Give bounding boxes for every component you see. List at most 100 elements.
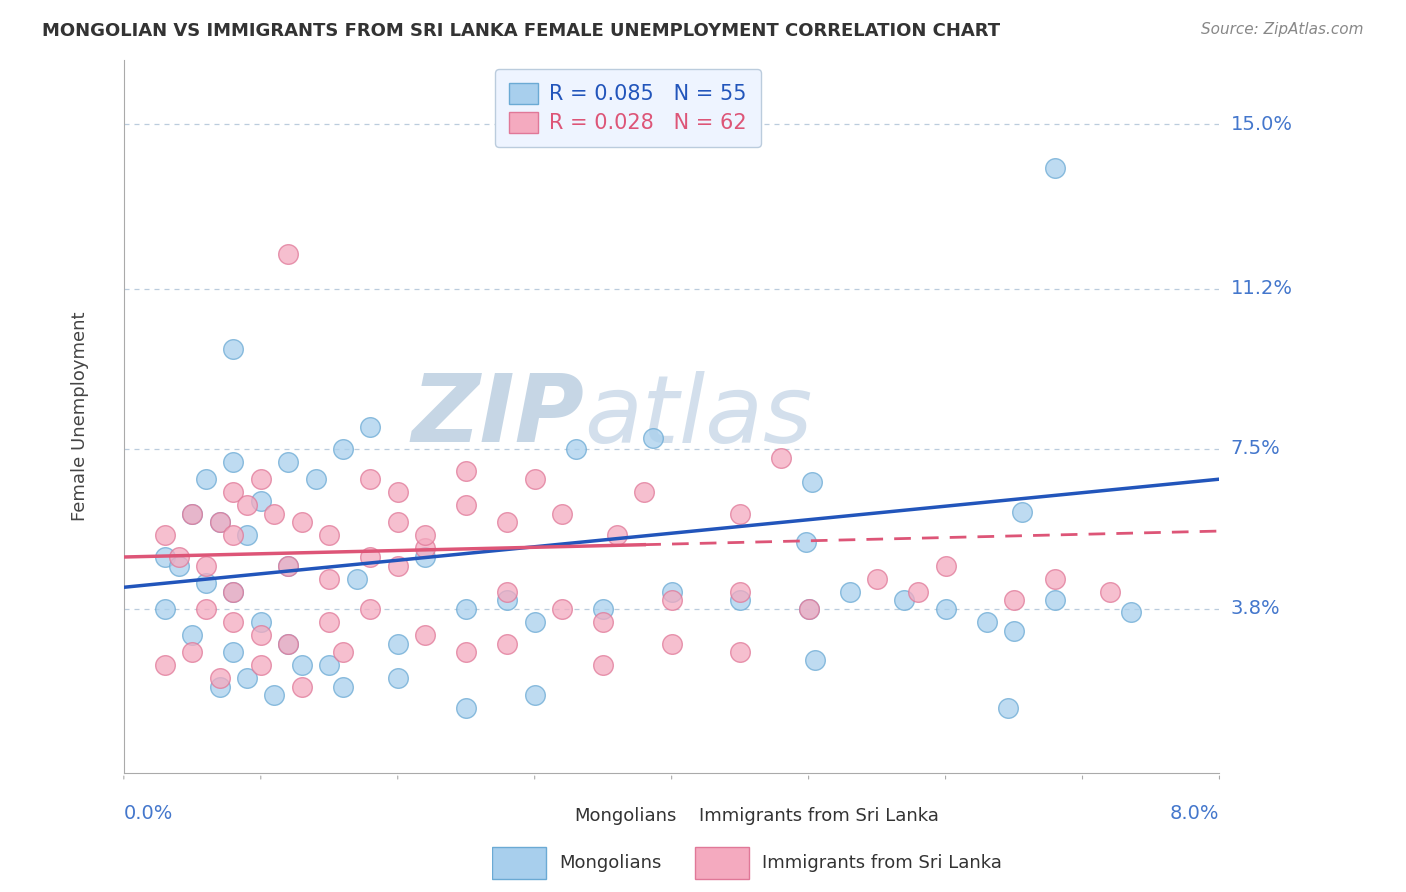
Point — [195, 558, 218, 573]
Point — [249, 658, 271, 673]
Point — [456, 498, 478, 512]
Point — [222, 343, 245, 357]
Point — [456, 463, 478, 477]
Point — [1043, 161, 1066, 175]
Point — [291, 680, 314, 694]
Point — [387, 485, 409, 500]
Point — [249, 628, 271, 642]
Text: Source: ZipAtlas.com: Source: ZipAtlas.com — [1201, 22, 1364, 37]
Point — [633, 485, 655, 500]
Point — [195, 602, 218, 616]
Point — [236, 498, 259, 512]
Legend: R = 0.085   N = 55, R = 0.028   N = 62: R = 0.085 N = 55, R = 0.028 N = 62 — [495, 70, 761, 146]
Point — [249, 493, 271, 508]
Point — [413, 528, 436, 542]
Point — [318, 658, 340, 673]
Point — [249, 472, 271, 486]
Text: 0.0%: 0.0% — [124, 804, 173, 822]
Point — [456, 701, 478, 715]
Point — [496, 584, 519, 599]
Point — [728, 507, 751, 521]
Point — [181, 645, 204, 659]
Point — [181, 507, 204, 521]
Point — [551, 602, 574, 616]
Point — [592, 602, 614, 616]
Point — [551, 507, 574, 521]
Point — [277, 636, 299, 650]
Text: Immigrants from Sri Lanka: Immigrants from Sri Lanka — [762, 854, 1002, 872]
Point — [1002, 624, 1025, 638]
Text: Female Unemployment: Female Unemployment — [70, 311, 89, 521]
Point — [222, 615, 245, 629]
Point — [359, 602, 381, 616]
Point — [277, 247, 299, 261]
Point — [606, 528, 628, 542]
Point — [359, 549, 381, 564]
Point — [208, 671, 231, 685]
Point — [907, 584, 929, 599]
Point — [387, 558, 409, 573]
Point — [222, 455, 245, 469]
Point — [797, 602, 820, 616]
Point — [236, 671, 259, 685]
Point — [277, 558, 299, 573]
Point — [728, 645, 751, 659]
Point — [332, 645, 354, 659]
Point — [456, 645, 478, 659]
Point — [277, 558, 299, 573]
Point — [346, 572, 368, 586]
Point — [893, 593, 915, 607]
Point — [1119, 605, 1142, 619]
Point — [661, 636, 683, 650]
Point — [387, 671, 409, 685]
Point — [153, 602, 176, 616]
Text: ZIP: ZIP — [411, 370, 583, 462]
Point — [222, 485, 245, 500]
Point — [1011, 505, 1033, 519]
Point — [728, 584, 751, 599]
Point — [318, 615, 340, 629]
Point — [249, 615, 271, 629]
Point — [866, 572, 889, 586]
Point — [1043, 593, 1066, 607]
Point — [496, 516, 519, 530]
Point — [592, 615, 614, 629]
Text: 15.0%: 15.0% — [1230, 115, 1292, 134]
Point — [456, 602, 478, 616]
Point — [332, 680, 354, 694]
Point — [523, 615, 546, 629]
Point — [208, 516, 231, 530]
Point — [976, 615, 998, 629]
Point — [801, 475, 824, 490]
Point — [523, 472, 546, 486]
Point — [277, 636, 299, 650]
Point — [838, 584, 860, 599]
Point — [291, 658, 314, 673]
Point — [496, 636, 519, 650]
Point — [1043, 572, 1066, 586]
Point — [222, 584, 245, 599]
Point — [181, 507, 204, 521]
Point — [1002, 593, 1025, 607]
Point — [770, 450, 793, 465]
Point — [222, 645, 245, 659]
Point — [797, 602, 820, 616]
FancyBboxPatch shape — [492, 847, 546, 880]
Text: MONGOLIAN VS IMMIGRANTS FROM SRI LANKA FEMALE UNEMPLOYMENT CORRELATION CHART: MONGOLIAN VS IMMIGRANTS FROM SRI LANKA F… — [42, 22, 1000, 40]
Text: Mongolians: Mongolians — [560, 854, 662, 872]
Point — [181, 628, 204, 642]
Point — [935, 558, 957, 573]
Point — [359, 420, 381, 434]
Text: atlas: atlas — [583, 371, 813, 462]
Point — [167, 549, 190, 564]
Point — [592, 658, 614, 673]
Point — [222, 584, 245, 599]
Point — [318, 528, 340, 542]
Point — [208, 680, 231, 694]
Point — [496, 593, 519, 607]
Point — [291, 516, 314, 530]
Point — [387, 516, 409, 530]
Point — [1098, 584, 1121, 599]
Point — [935, 602, 957, 616]
Point — [332, 442, 354, 456]
